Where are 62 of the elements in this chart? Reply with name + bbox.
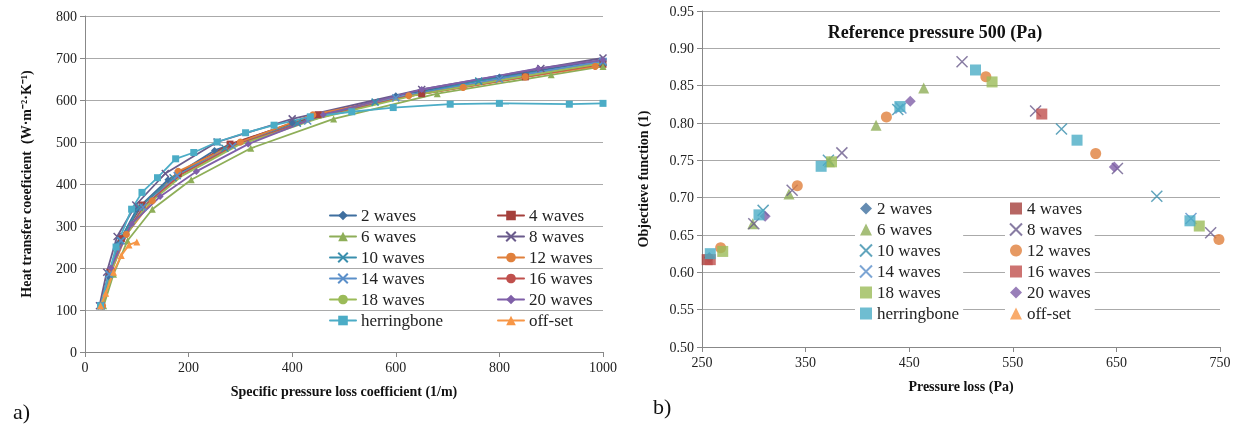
legend-label: 8 waves bbox=[529, 227, 585, 246]
x-tick-label: 0 bbox=[81, 359, 89, 375]
x-tick-label: 800 bbox=[488, 359, 510, 375]
legend-label: 6 waves bbox=[361, 227, 417, 246]
y-tick-label: 400 bbox=[56, 176, 77, 192]
legend-label: 14 waves bbox=[361, 269, 425, 288]
y-tick-label: 0 bbox=[70, 344, 77, 360]
x-axis-title: Specific pressure loss coefficient (1/m) bbox=[230, 383, 458, 400]
y-tick-label: 0.95 bbox=[669, 3, 694, 19]
legend-label: 6 waves bbox=[877, 220, 933, 239]
y-tick-label: 500 bbox=[56, 134, 77, 150]
legend-label: herringbone bbox=[877, 304, 960, 323]
legend-label: 2 waves bbox=[877, 199, 933, 218]
legend-label: 18 waves bbox=[877, 283, 941, 302]
y-tick-label: 0.90 bbox=[669, 40, 694, 56]
legend-label: off-set bbox=[1027, 304, 1072, 323]
text: Reference pressure 500 (Pa) bbox=[827, 22, 1043, 43]
y-axis-title: Heat transfer coeeficient (W·m⁻²·K⁻¹) bbox=[18, 70, 35, 298]
y-tick-label: 800 bbox=[56, 8, 77, 24]
x-axis-title: Pressure loss (Pa) bbox=[908, 378, 1014, 395]
x-tick-label: 1000 bbox=[589, 359, 617, 375]
legend-label: 10 waves bbox=[361, 248, 425, 267]
y-tick-label: 0.75 bbox=[669, 152, 694, 168]
y-tick-label: 0.70 bbox=[669, 190, 694, 206]
x-tick-label: 350 bbox=[795, 354, 817, 370]
legend-label: 20 waves bbox=[1027, 283, 1091, 302]
legend-label: 14 waves bbox=[877, 262, 941, 281]
legend-label: 16 waves bbox=[1027, 262, 1091, 281]
legend-label: 18 waves bbox=[361, 290, 425, 309]
legend-label: 16 waves bbox=[529, 269, 593, 288]
legend-label: 12 waves bbox=[1027, 241, 1091, 260]
y-tick-label: 700 bbox=[56, 50, 77, 66]
y-tick-label: 100 bbox=[56, 302, 77, 318]
legend-label: 12 waves bbox=[529, 248, 593, 267]
y-tick-label: 200 bbox=[56, 260, 77, 276]
x-tick-label: 450 bbox=[898, 354, 920, 370]
x-tick-label: 400 bbox=[281, 359, 303, 375]
y-tick-label: 0.55 bbox=[669, 302, 694, 318]
x-tick-label: 200 bbox=[178, 359, 200, 375]
legend-label: 2 waves bbox=[361, 206, 417, 225]
legend-label: 10 waves bbox=[877, 241, 941, 260]
y-tick-label: 0.80 bbox=[669, 115, 694, 131]
x-tick-label: 600 bbox=[385, 359, 407, 375]
x-tick-label: 250 bbox=[691, 354, 713, 370]
y-axis-title: Objectieve function (1) bbox=[635, 110, 652, 248]
legend-label: off-set bbox=[529, 311, 574, 330]
legend-label: 20 waves bbox=[529, 290, 593, 309]
x-tick-label: 750 bbox=[1209, 354, 1231, 370]
legend-label: 4 waves bbox=[529, 206, 585, 225]
legend-label: 4 waves bbox=[1027, 199, 1083, 218]
legend-label: 8 waves bbox=[1027, 220, 1083, 239]
x-tick-label: 650 bbox=[1105, 354, 1127, 370]
y-tick-label: 0.50 bbox=[669, 339, 694, 355]
y-tick-label: 0.65 bbox=[669, 227, 694, 243]
y-tick-label: 300 bbox=[56, 218, 77, 234]
text: b) bbox=[653, 393, 672, 419]
x-tick-label: 550 bbox=[1002, 354, 1024, 370]
y-tick-label: 600 bbox=[56, 92, 77, 108]
text: a) bbox=[13, 398, 31, 424]
y-tick-label: 0.60 bbox=[669, 264, 694, 280]
y-tick-label: 0.85 bbox=[669, 78, 694, 94]
legend-label: herringbone bbox=[361, 311, 444, 330]
